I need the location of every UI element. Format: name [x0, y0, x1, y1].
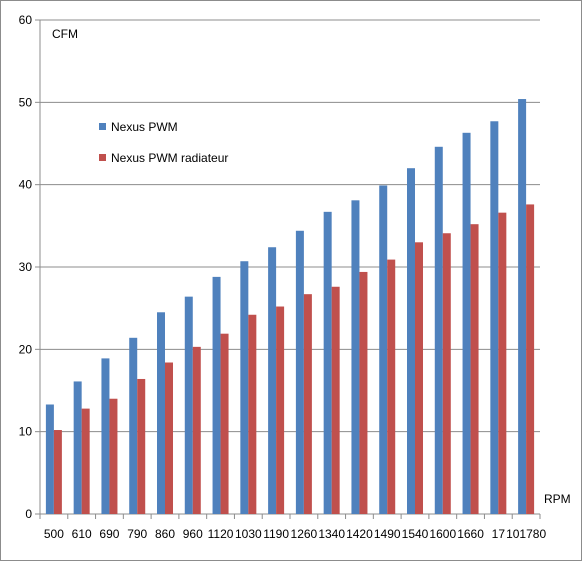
- bar-nexus-pwm-radiateur-1190: [276, 306, 285, 514]
- y-tick-labels: 0 10 20 30 40 50 60: [19, 13, 33, 521]
- bar-nexus-pwm-radiateur-610: [81, 408, 90, 514]
- x-tick-label: 1540: [402, 527, 429, 541]
- y-tick-label: 0: [25, 507, 32, 521]
- x-tick-label: 1260: [291, 527, 318, 541]
- legend-label-nexus-pwm: Nexus PWM: [111, 120, 178, 134]
- bar-nexus-pwm-1260: [295, 230, 304, 515]
- x-tick-label: 1490: [374, 527, 401, 541]
- x-tick-labels: 500 610 690 790 860 960 1120 1030 1190 1260 1340 14…: [44, 527, 547, 541]
- y-tick-label: 60: [19, 13, 33, 27]
- bar-nexus-pwm-1030: [240, 261, 249, 514]
- bar-nexus-pwm-790: [129, 337, 138, 514]
- axes: [39, 20, 541, 519]
- legend-label-nexus-pwm-radiateur: Nexus PWM radiateur: [111, 151, 228, 165]
- x-tick-label: 1420: [346, 527, 373, 541]
- bar-nexus-pwm-1660: [462, 132, 471, 514]
- bar-nexus-pwm-1710: [490, 121, 499, 515]
- bar-nexus-pwm-radiateur-1780: [526, 204, 535, 514]
- bar-nexus-pwm-1780: [518, 99, 527, 514]
- y-axis-title: CFM: [52, 27, 78, 41]
- bar-nexus-pwm-radiateur-690: [109, 398, 118, 514]
- bar-nexus-pwm-radiateur-860: [165, 362, 173, 514]
- x-tick-label: 610: [72, 527, 92, 541]
- x-tick-label: 17: [492, 527, 506, 541]
- y-tick-label: 10: [19, 425, 33, 439]
- bar-nexus-pwm-1420: [351, 200, 360, 514]
- x-tick-label: 1600: [429, 527, 456, 541]
- bar-nexus-pwm-radiateur-960: [192, 346, 201, 514]
- y-tick-label: 20: [19, 342, 33, 356]
- y-tick-label: 50: [19, 95, 33, 109]
- bar-nexus-pwm-radiateur-1600: [442, 233, 451, 514]
- bar-nexus-pwm-radiateur-790: [137, 378, 146, 514]
- x-tick-label: 500: [44, 527, 64, 541]
- bar-nexus-pwm-radiateur-1710: [498, 212, 507, 514]
- bar-nexus-pwm-radiateur-1030: [248, 314, 257, 514]
- bar-nexus-pwm-1120: [212, 276, 221, 514]
- bar-nexus-pwm-1540: [407, 168, 415, 514]
- bar-nexus-pwm-radiateur-1540: [415, 242, 423, 515]
- x-tick-label: 860: [155, 527, 175, 541]
- bar-nexus-pwm-radiateur-1120: [220, 333, 229, 514]
- bar-nexus-pwm-1490: [379, 185, 388, 515]
- bar-nexus-pwm-1600: [434, 146, 443, 514]
- grid-lines: [35, 19, 540, 515]
- x-tick-label: 690: [99, 527, 119, 541]
- y-tick-label: 40: [19, 178, 33, 192]
- bar-nexus-pwm-1340: [323, 211, 332, 514]
- x-tick-label: 101780: [506, 527, 546, 541]
- y-tick-label: 30: [19, 260, 33, 274]
- x-tick-label: 1340: [318, 527, 345, 541]
- bar-nexus-pwm-radiateur-500: [53, 430, 62, 514]
- bars: [45, 99, 535, 515]
- bar-nexus-pwm-radiateur-1660: [470, 224, 479, 515]
- x-tick-label: 1190: [263, 527, 289, 541]
- legend: Nexus PWM Nexus PWM radiateur: [99, 120, 228, 165]
- x-axis-title: RPM: [544, 492, 571, 506]
- bar-nexus-pwm-radiateur-1340: [331, 286, 340, 514]
- bar-nexus-pwm-radiateur-1420: [359, 271, 368, 514]
- x-tick-label: 1660: [457, 527, 484, 541]
- x-tick-label: 790: [127, 527, 147, 541]
- bar-nexus-pwm-radiateur-1490: [387, 259, 396, 514]
- bar-nexus-pwm-1190: [268, 247, 277, 515]
- bar-nexus-pwm-690: [101, 358, 110, 514]
- x-tick-label: 1030: [235, 527, 262, 541]
- legend-swatch-nexus-pwm: [99, 123, 106, 130]
- bar-nexus-pwm-500: [45, 404, 54, 514]
- bar-nexus-pwm-radiateur-1260: [303, 294, 312, 514]
- x-tick-label: 1120: [208, 527, 234, 541]
- legend-swatch-nexus-pwm-radiateur: [99, 154, 106, 161]
- bar-nexus-pwm-610: [73, 381, 82, 514]
- x-tick-label: 960: [183, 527, 203, 541]
- bar-nexus-pwm-960: [184, 296, 193, 514]
- bar-nexus-pwm-860: [157, 312, 165, 514]
